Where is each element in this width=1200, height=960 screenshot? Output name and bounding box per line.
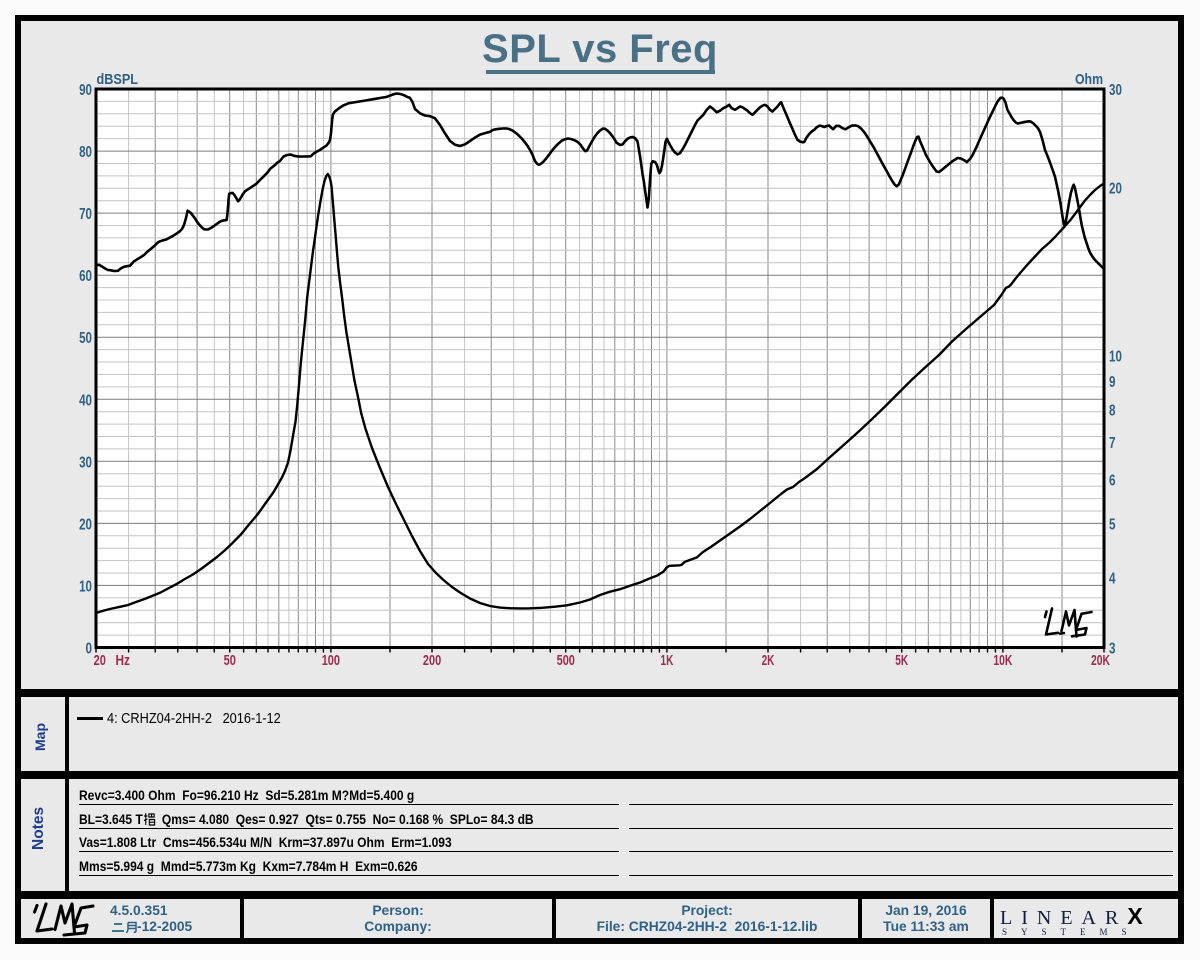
svg-text:20: 20 (1109, 180, 1122, 197)
svg-text:30: 30 (1109, 82, 1122, 99)
svg-text:200: 200 (423, 653, 441, 669)
svg-text:40: 40 (79, 392, 92, 409)
svg-text:70: 70 (79, 206, 92, 223)
svg-text:Hz: Hz (116, 653, 131, 669)
svg-text:10: 10 (1109, 349, 1122, 366)
svg-text:4: 4 (1109, 571, 1116, 588)
svg-text:3: 3 (1109, 641, 1116, 658)
svg-text:1K: 1K (661, 653, 674, 669)
svg-text:5K: 5K (895, 653, 908, 669)
svg-text:0: 0 (86, 641, 93, 658)
svg-text:80: 80 (79, 144, 92, 161)
svg-text:60: 60 (79, 268, 92, 285)
svg-text:30: 30 (79, 454, 92, 471)
svg-text:90: 90 (79, 82, 92, 99)
svg-text:5: 5 (1109, 517, 1116, 534)
svg-text:7: 7 (1109, 435, 1116, 452)
svg-text:20: 20 (94, 653, 106, 669)
svg-text:500: 500 (557, 653, 575, 669)
svg-text:100: 100 (322, 653, 340, 669)
svg-text:Ohm: Ohm (1075, 71, 1103, 88)
svg-text:20K: 20K (1091, 653, 1110, 669)
svg-text:8: 8 (1109, 403, 1116, 420)
svg-text:10: 10 (79, 578, 92, 595)
svg-text:10K: 10K (993, 653, 1012, 669)
svg-text:2K: 2K (762, 653, 775, 669)
svg-text:50: 50 (79, 330, 92, 347)
svg-text:6: 6 (1109, 472, 1116, 489)
svg-text:dBSPL: dBSPL (97, 71, 139, 88)
svg-text:20: 20 (79, 516, 92, 533)
svg-text:9: 9 (1109, 374, 1116, 391)
svg-text:50: 50 (224, 653, 236, 669)
